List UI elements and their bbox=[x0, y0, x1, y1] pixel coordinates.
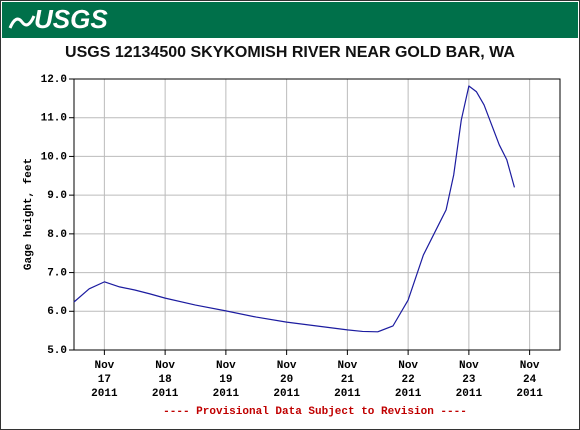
x-tick-label: Nov 24 2011 bbox=[516, 360, 543, 400]
plot-border bbox=[73, 78, 561, 351]
x-tick-label: Nov 18 2011 bbox=[151, 360, 179, 400]
y-tick-label: 12.0 bbox=[41, 74, 67, 86]
y-tick-label: 9.0 bbox=[47, 190, 67, 202]
y-tick-label: 8.0 bbox=[47, 229, 67, 241]
x-tick-label: Nov 23 2011 bbox=[455, 360, 483, 400]
annotation: ---- Provisional Data Subject to Revisio… bbox=[163, 406, 467, 418]
x-tick-label: Nov 17 2011 bbox=[91, 360, 118, 400]
y-tick-label: 6.0 bbox=[47, 306, 67, 318]
data-line bbox=[73, 85, 516, 333]
y-tick-label: 7.0 bbox=[47, 267, 67, 279]
x-tick-label: Nov 21 2011 bbox=[334, 360, 361, 400]
y-axis-label: Gage height, feet bbox=[23, 158, 35, 270]
x-tick-label: Nov 22 2011 bbox=[394, 360, 422, 400]
y-tick-label: 11.0 bbox=[41, 113, 67, 125]
y-tick-label: 5.0 bbox=[47, 345, 67, 357]
x-tick-label: Nov 19 2011 bbox=[212, 360, 240, 400]
plot-area bbox=[74, 79, 560, 350]
x-tick-label: Nov 20 2011 bbox=[273, 360, 300, 400]
chart-title: USGS 12134500 SKYKOMISH RIVER NEAR GOLD … bbox=[65, 44, 515, 61]
y-tick-label: 10.0 bbox=[41, 151, 67, 163]
logo: USGS bbox=[34, 4, 108, 34]
header-bar bbox=[2, 2, 578, 38]
logo-wave bbox=[8, 15, 36, 29]
